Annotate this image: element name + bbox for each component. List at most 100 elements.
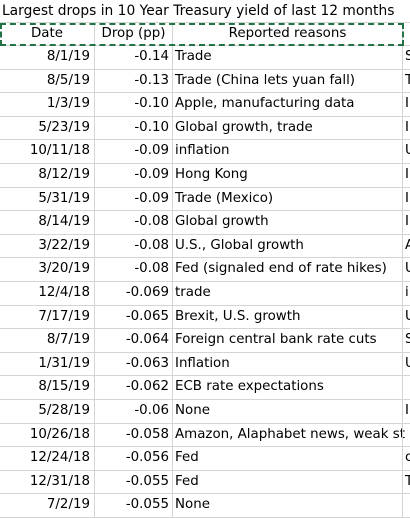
drop-cell[interactable]: -0.10 [95,116,173,140]
date-cell[interactable]: 12/24/18 [0,447,95,470]
drop-cell[interactable]: -0.10 [95,93,173,116]
next-column-cell[interactable]: U [402,352,410,376]
reason-cell[interactable]: inflation [175,143,230,159]
drop-cell[interactable]: -0.09 [95,187,173,211]
table-row: 5/28/19 -0.06 None I [0,400,410,424]
date-cell[interactable]: 10/26/18 [0,423,95,447]
drop-cell[interactable]: -0.13 [95,69,173,93]
reason-cell[interactable]: Fed [175,473,199,489]
reason-cell[interactable]: Apple, manufacturing data [175,96,355,112]
reason-cell[interactable]: Inflation [175,355,230,371]
drop-cell[interactable]: -0.069 [95,282,173,305]
date-cell[interactable]: 3/20/19 [0,258,95,281]
date-cell[interactable]: 3/22/19 [0,234,95,258]
date-cell[interactable]: 7/2/19 [0,494,95,517]
table-row: 7/2/19 -0.055 None [0,494,410,518]
drop-cell[interactable]: -0.08 [95,211,173,234]
next-column-cell[interactable] [402,494,410,517]
date-cell[interactable]: 5/31/19 [0,187,95,211]
date-cell[interactable]: 8/5/19 [0,69,95,93]
header-row: Date Drop (pp) Reported reasons [0,23,410,46]
next-column-cell[interactable]: A [402,234,410,258]
reason-cell[interactable]: None [175,497,210,513]
reason-cell[interactable]: None [175,403,210,418]
drop-cell[interactable]: -0.056 [95,447,173,470]
reason-cell[interactable]: Trade (Mexico) [175,190,274,206]
next-column-cell[interactable]: T [402,69,410,93]
reason-cell[interactable]: Foreign central bank rate cuts [175,332,377,348]
drop-cell[interactable]: -0.055 [95,494,173,517]
drop-cell[interactable]: -0.058 [95,423,173,447]
header-drop-cell[interactable]: Drop (pp) [95,23,173,45]
next-column-cell[interactable]: U [402,140,410,163]
date-cell[interactable]: 8/15/19 [0,376,95,399]
sheet-title-cell[interactable]: Largest drops in 10 Year Treasury yield … [2,3,395,19]
next-column-cell[interactable]: I [402,211,410,234]
next-column-cell[interactable]: S [402,46,410,69]
reason-cell[interactable]: Global growth, trade [175,119,313,135]
date-cell[interactable]: 8/7/19 [0,329,95,352]
next-column-cell[interactable]: I [402,187,410,211]
drop-cell[interactable]: -0.09 [95,140,173,163]
drop-cell[interactable]: -0.065 [95,305,173,329]
date-cell[interactable]: 8/1/19 [0,46,95,69]
date-cell[interactable]: 8/14/19 [0,211,95,234]
table-row: 12/4/18 -0.069 trade i [0,282,410,306]
next-column-cell[interactable]: U [402,258,410,281]
next-column-cell[interactable] [402,376,410,399]
drop-cell[interactable]: -0.055 [95,470,173,494]
next-column-cell[interactable]: T [402,470,410,494]
table-row: 3/22/19-0.08U.S., Global growth A [0,234,410,259]
next-column-cell[interactable]: c [402,447,410,470]
next-column-cell[interactable]: I [402,164,410,187]
date-cell[interactable]: 12/4/18 [0,282,95,305]
date-cell[interactable]: 12/31/18 [0,470,95,494]
reason-cell[interactable]: Fed [175,450,199,466]
header-next-cell[interactable] [402,23,410,45]
reason-cell[interactable]: Trade [175,49,212,64]
next-column-cell[interactable]: U [402,305,410,329]
drop-cell[interactable]: -0.062 [95,376,173,399]
date-cell[interactable]: 7/17/19 [0,305,95,329]
table-row: 8/15/19 -0.062 ECB rate expectations [0,376,410,400]
date-cell[interactable]: 1/31/19 [0,352,95,376]
reason-cell[interactable]: U.S., Global growth [175,237,304,253]
reason-cell[interactable]: Hong Kong [175,167,248,182]
drop-cell[interactable]: -0.08 [95,258,173,281]
next-column-cell[interactable]: I [402,93,410,116]
next-column-cell[interactable]: I [402,400,410,423]
date-cell[interactable]: 8/12/19 [0,164,95,187]
title-row: Largest drops in 10 Year Treasury yield … [0,0,410,23]
next-column-cell[interactable]: I [402,116,410,140]
date-cell[interactable]: 1/3/19 [0,93,95,116]
drop-cell[interactable]: -0.064 [95,329,173,352]
reason-cell[interactable]: Amazon, Alaphabet news, weak st [175,426,405,442]
reason-cell[interactable]: ECB rate expectations [175,379,324,395]
table-row: 8/14/19 -0.08 Global growth I [0,211,410,235]
table-row: 8/12/19 -0.09 Hong Kong I [0,164,410,188]
drop-cell[interactable]: -0.09 [95,164,173,187]
date-cell[interactable]: 5/23/19 [0,116,95,140]
next-column-cell[interactable]: S [402,329,410,352]
next-column-cell[interactable] [402,423,410,447]
header-reason-cell[interactable]: Reported reasons [228,26,347,41]
header-date-cell[interactable]: Date [0,23,95,45]
reason-cell[interactable]: Global growth [175,214,269,230]
reason-cell[interactable]: Brexit, U.S. growth [175,308,301,324]
next-column-cell[interactable]: i [402,282,410,305]
drop-cell[interactable]: -0.063 [95,352,173,376]
reason-cell[interactable]: Fed (signaled end of rate hikes) [175,261,387,277]
date-cell[interactable]: 5/28/19 [0,400,95,423]
drop-cell[interactable]: -0.14 [95,46,173,69]
reason-cell[interactable]: trade [175,285,211,300]
drop-cell[interactable]: -0.08 [95,234,173,258]
table-row: 10/26/18 -0.058 Amazon, Alaphabet news, we… [0,423,410,448]
drop-cell[interactable]: -0.06 [95,400,173,423]
reason-cell[interactable]: Trade (China lets yuan fall) [175,72,356,88]
date-cell[interactable]: 10/11/18 [0,140,95,163]
